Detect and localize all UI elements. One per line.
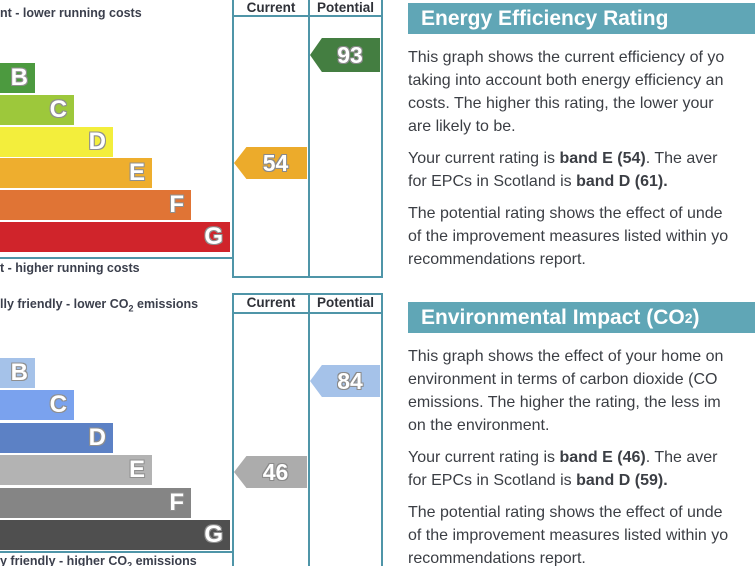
divider-line: [0, 257, 232, 259]
environmental-chart-bottom-label: y friendly - higher CO2 emissions: [0, 554, 197, 566]
table-border: [232, 312, 383, 314]
band-d-letter: D: [88, 424, 106, 451]
environmental-impact-title: Environmental Impact (CO 2): [408, 302, 755, 333]
current-rating-arrow: 46: [234, 456, 307, 488]
table-border: [381, 0, 383, 278]
divider-line: [0, 551, 232, 553]
potential-rating-arrow: 93: [310, 38, 380, 72]
band-g-letter: G: [204, 521, 223, 548]
energy-chart-bottom-label: t - higher running costs: [0, 261, 140, 275]
band-c-bar: C: [0, 390, 74, 420]
energy-efficiency-title: Energy Efficiency Rating: [408, 3, 755, 34]
energy-description-paragraph: This graph shows the current efficiency …: [408, 49, 725, 135]
band-g-bar: G: [0, 520, 230, 550]
band-b-bar: B: [0, 63, 35, 93]
current-rating-arrow: 54: [234, 147, 307, 179]
current-column-header: Current: [246, 295, 296, 310]
band-e-letter: E: [128, 159, 145, 186]
table-border: [381, 293, 383, 566]
table-border: [308, 0, 310, 278]
energy-potential-rating-paragraph: The potential rating shows the effect of…: [408, 205, 729, 268]
band-e-bar: E: [0, 158, 152, 188]
table-border: [232, 293, 383, 295]
band-b-letter: B: [10, 64, 28, 91]
band-c-letter: C: [49, 96, 67, 123]
energy-chart-top-label: nt - lower running costs: [0, 6, 142, 20]
energy-current-rating-paragraph: Your current rating is band E (54). The …: [408, 150, 718, 190]
band-d-bar: D: [0, 127, 113, 157]
band-f-bar: F: [0, 190, 191, 220]
band-d-bar: D: [0, 423, 113, 453]
energy-efficiency-panel: Energy Efficiency Rating This graph show…: [408, 0, 755, 293]
potential-rating-arrow: 84: [310, 365, 380, 397]
potential-column-header: Potential: [316, 0, 374, 15]
band-f-bar: F: [0, 488, 191, 518]
environmental-potential-rating-paragraph: The potential rating shows the effect of…: [408, 504, 729, 566]
band-f-letter: F: [169, 191, 184, 218]
band-e-bar: E: [0, 455, 152, 485]
band-d-letter: D: [88, 128, 106, 155]
band-f-letter: F: [169, 489, 184, 516]
table-border: [232, 15, 383, 17]
band-g-bar: G: [0, 222, 230, 252]
potential-column-header: Potential: [316, 295, 374, 310]
environmental-current-rating-paragraph: Your current rating is band E (46). The …: [408, 449, 718, 489]
potential-rating-value: 84: [337, 367, 363, 394]
band-b-bar: B: [0, 358, 35, 388]
band-e-letter: E: [128, 456, 145, 483]
current-rating-value: 46: [262, 458, 289, 485]
table-border: [232, 293, 234, 566]
potential-rating-value: 93: [337, 41, 363, 68]
table-border: [232, 0, 234, 278]
environmental-chart-top-label: lly friendly - lower CO2 emissions: [0, 297, 199, 314]
band-c-letter: C: [49, 391, 67, 418]
table-border: [232, 276, 383, 278]
current-rating-value: 54: [262, 149, 289, 176]
band-b-letter: B: [10, 359, 28, 386]
table-border: [308, 293, 310, 566]
band-c-bar: C: [0, 95, 74, 125]
current-column-header: Current: [246, 0, 296, 15]
environmental-impact-panel: Environmental Impact (CO 2) This graph sh…: [408, 302, 755, 566]
band-g-letter: G: [204, 223, 223, 250]
environmental-description-paragraph: This graph shows the effect of your home…: [408, 348, 724, 434]
